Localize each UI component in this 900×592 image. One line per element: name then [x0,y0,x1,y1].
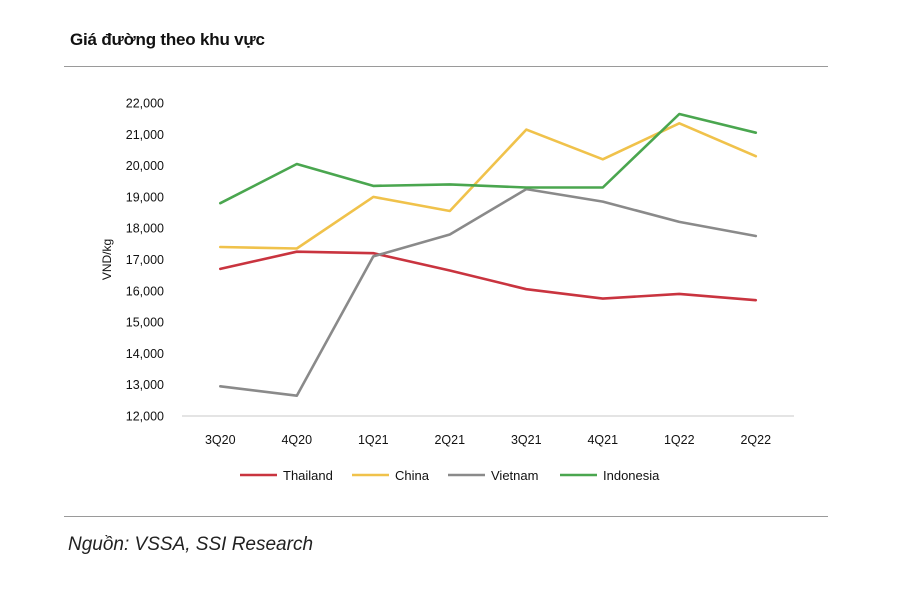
y-axis: 12,000 13,000 14,000 15,000 16,000 17,000 18,0… [126,97,164,424]
x-tick-label: 1Q22 [664,433,695,447]
y-tick-label: 14,000 [126,347,164,361]
series-line-indonesia [219,112,758,205]
y-tick-label: 21,000 [126,128,164,142]
y-tick-label: 16,000 [126,284,164,298]
source-divider [64,516,828,517]
chart-title: Giá đường theo khu vực [70,30,265,49]
legend-label-china: China [395,468,430,483]
x-tick-label: 4Q21 [587,433,618,447]
x-tick-label: 2Q22 [740,433,771,447]
y-tick-label: 15,000 [126,316,164,330]
x-tick-label: 1Q21 [358,433,389,447]
y-tick-label: 22,000 [126,97,164,111]
x-tick-label: 2Q21 [434,433,465,447]
y-axis-title: VND/kg [100,239,114,280]
y-tick-label: 13,000 [126,378,164,392]
x-tick-label: 3Q21 [511,433,542,447]
series-line-thailand [219,250,758,302]
source-note: Nguồn: VSSA, SSI Research [68,534,314,555]
x-axis: 3Q20 4Q20 1Q21 2Q21 3Q21 4Q21 1Q22 2Q22 [205,433,771,447]
y-tick-label: 12,000 [126,410,164,424]
y-tick-label: 17,000 [126,253,164,267]
y-tick-label: 19,000 [126,190,164,204]
legend-label-vietnam: Vietnam [491,468,538,483]
x-tick-label: 3Q20 [205,433,236,447]
series-lines [219,112,758,398]
y-tick-label: 20,000 [126,159,164,173]
legend-label-thailand: Thailand [283,468,333,483]
x-tick-label: 4Q20 [281,433,312,447]
title-divider [64,66,828,67]
y-tick-label: 18,000 [126,222,164,236]
legend: Thailand China Vietnam Indonesia [240,468,660,483]
series-line-china [219,122,758,250]
legend-label-indonesia: Indonesia [603,468,660,483]
series-line-vietnam [219,187,758,398]
